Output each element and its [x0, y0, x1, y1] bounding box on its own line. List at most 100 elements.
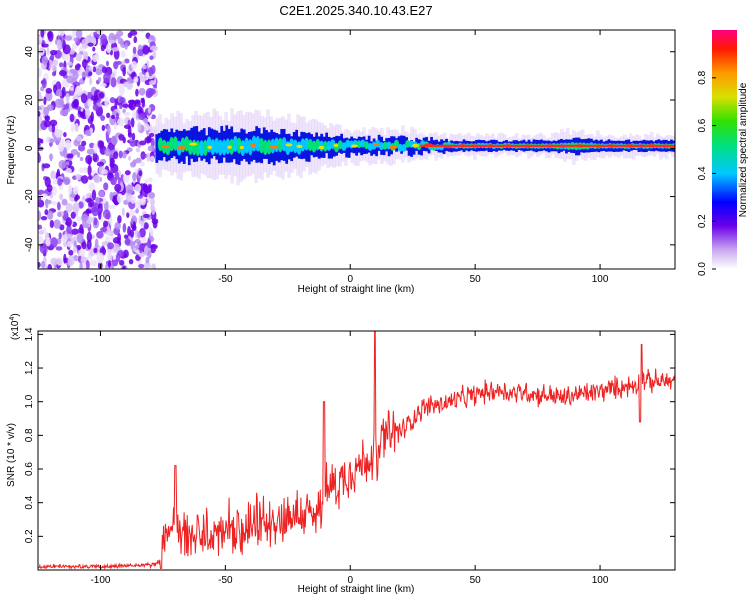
spec-noise-blob	[153, 83, 158, 90]
spec-noise-blob	[75, 135, 82, 142]
spec-band-inner	[236, 137, 242, 154]
spec-noise-blob	[68, 249, 74, 256]
spec-noise-blob	[81, 241, 87, 250]
spec-noise-blob	[147, 145, 155, 152]
spec-noise-blob	[41, 43, 49, 48]
spec-noise-blob	[92, 54, 99, 63]
spec-noise-blob	[148, 132, 155, 138]
spec-noise-blob	[74, 64, 81, 71]
spec-noise-blob	[73, 99, 79, 108]
spec-noise-blob	[96, 231, 104, 239]
spec-band-inner	[405, 140, 411, 148]
spec-noise-blob	[66, 61, 73, 66]
spec-noise-blob	[96, 161, 105, 167]
spec-band-inner	[157, 137, 163, 152]
spec-noise-blob	[81, 140, 87, 147]
spec-noise-blob	[56, 168, 60, 177]
spec-noise-blob	[130, 117, 135, 128]
spec-noise-blob	[65, 202, 73, 213]
spec-noise-blob	[142, 184, 148, 193]
spec-noise-blob	[116, 83, 124, 88]
spec-noise-blob	[49, 49, 58, 56]
spec-noise-blob	[123, 124, 132, 130]
spec-xtick-label: 0	[347, 274, 353, 285]
spec-noise-blob	[105, 60, 109, 67]
spec-noise-blob	[70, 148, 79, 156]
spec-noise-blob	[142, 213, 150, 219]
spec-noise-blob	[38, 230, 44, 235]
spec-noise-blob	[58, 62, 64, 68]
spec-noise-blob	[72, 70, 79, 81]
spec-noise-blob	[78, 201, 84, 209]
snr-scale-base: (x10	[10, 320, 21, 340]
spec-noise-blob	[139, 71, 143, 79]
spec-noise-blob	[98, 190, 105, 197]
spec-noise-blob	[142, 45, 150, 55]
spec-noise-blob	[117, 249, 125, 257]
spec-noise-blob	[59, 193, 64, 201]
spec-noise-blob	[132, 159, 137, 166]
spec-band-peak	[250, 143, 257, 147]
spec-ytick-label: 0	[24, 145, 35, 151]
spec-noise-blob	[40, 215, 48, 221]
spec-noise-blob	[121, 207, 125, 217]
spec-band-core	[402, 135, 406, 151]
spec-noise-blob	[122, 223, 127, 233]
spec-noise-blob	[147, 238, 152, 249]
spec-noise-blob	[140, 197, 146, 206]
spec-noise-blob	[81, 38, 89, 49]
snr-ytick-label: 1.0	[24, 394, 35, 408]
colorbar-tick-label: 0.0	[697, 262, 708, 276]
snr-ytick-label: 0.4	[24, 495, 35, 509]
spec-noise-blob	[126, 212, 130, 218]
spec-noise-blob	[140, 161, 145, 167]
snr-ytick-label: 0.6	[24, 462, 35, 476]
spec-band-core	[407, 141, 411, 156]
spec-noise-blob	[41, 260, 46, 269]
spec-noise-blob	[78, 249, 86, 257]
spec-band-inner	[378, 142, 384, 151]
snr-ylabel: SNR (10 * v/v)	[6, 423, 17, 487]
spec-noise-blob	[104, 148, 111, 157]
spec-noise-blob	[57, 142, 65, 152]
spec-noise-blob	[42, 163, 51, 169]
spec-noise-blob	[117, 117, 125, 127]
spec-noise-blob	[70, 123, 75, 132]
spec-noise-blob	[63, 147, 68, 159]
spec-noise-blob	[53, 219, 61, 229]
spec-noise-blob	[107, 242, 114, 250]
spec-band-inner	[281, 137, 287, 152]
spec-noise-blob	[145, 256, 150, 264]
spec-noise-blob	[64, 35, 73, 41]
spec-band-peak	[333, 143, 339, 148]
spec-band-inner	[300, 138, 306, 152]
spec-xtick-label: -100	[90, 274, 110, 285]
spec-noise-blob	[75, 30, 83, 39]
spec-noise-blob	[75, 173, 81, 181]
spec-noise-blob	[50, 257, 58, 266]
spec-band-peak	[161, 145, 170, 149]
spec-noise-blob	[147, 250, 152, 259]
spec-noise-blob	[85, 64, 89, 75]
spec-noise-blob	[144, 178, 149, 185]
spec-noise-blob	[118, 259, 125, 266]
spec-noise-blob	[131, 132, 136, 141]
spec-band-inner	[262, 139, 268, 156]
spec-noise-blob	[137, 49, 144, 57]
spec-band-peak	[285, 143, 293, 147]
spec-noise-blob	[82, 262, 87, 269]
spec-noise-blob	[47, 30, 54, 42]
spec-band-peak	[176, 146, 187, 150]
spec-noise-blob	[130, 60, 138, 70]
spec-noise-blob	[45, 90, 53, 102]
spec-noise-blob	[90, 36, 96, 43]
spec-noise-blob	[78, 167, 84, 174]
spec-ytick-label: 20	[24, 94, 35, 106]
spec-noise-blob	[38, 68, 43, 78]
spec-noise-blob	[127, 32, 133, 39]
spec-noise-blob	[50, 170, 57, 180]
spec-noise-blob	[47, 263, 53, 269]
spec-band-inner	[311, 140, 317, 153]
spec-noise-blob	[128, 79, 135, 84]
spec-noise-blob	[79, 156, 84, 162]
